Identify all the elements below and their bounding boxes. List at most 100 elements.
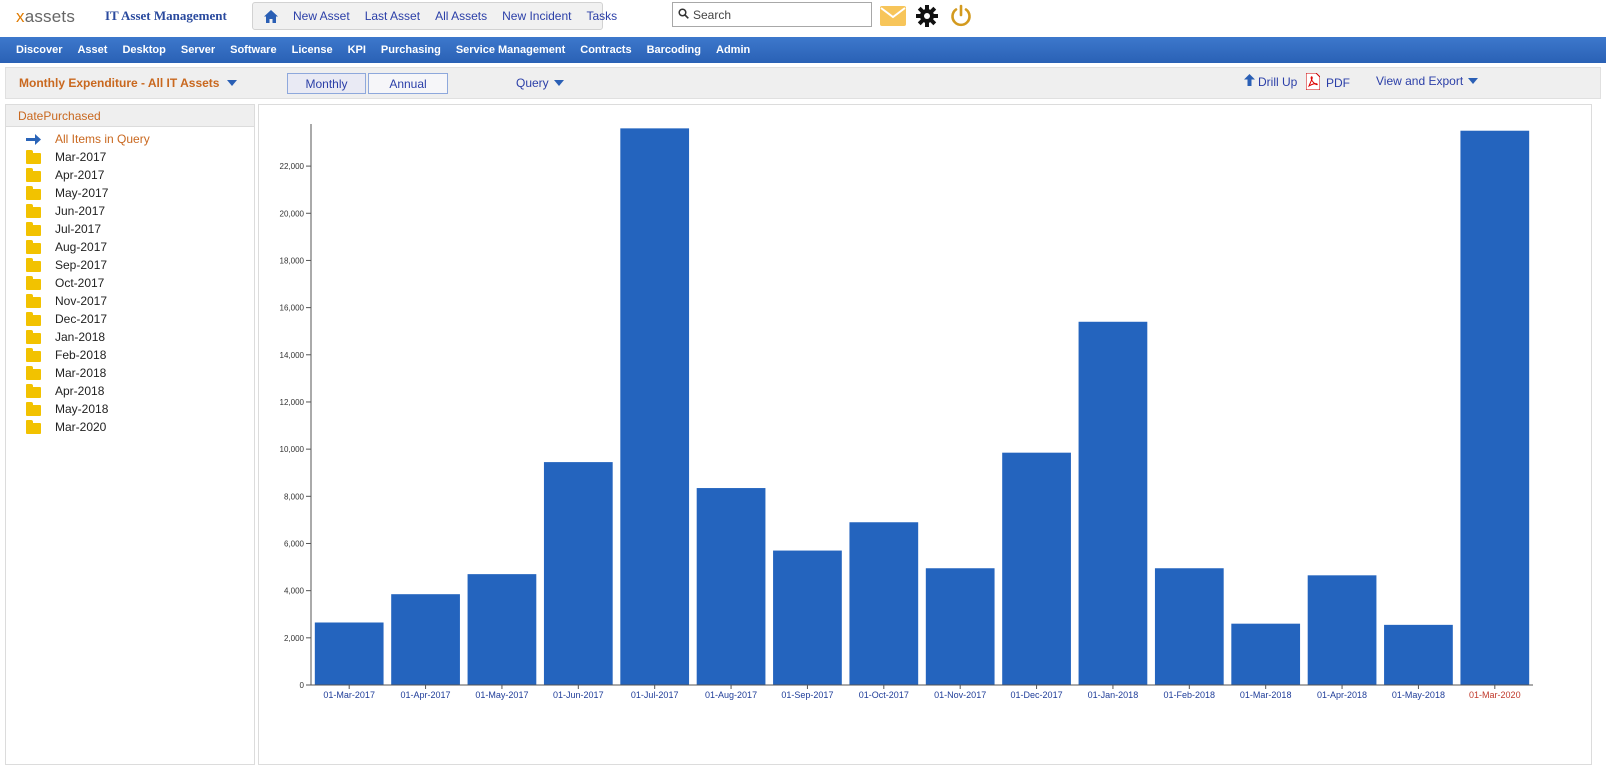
pdf-icon xyxy=(1305,72,1321,93)
mail-icon[interactable] xyxy=(880,3,906,29)
bar[interactable] xyxy=(1460,130,1530,686)
tree-item[interactable]: Sep-2017 xyxy=(6,256,254,274)
tree-item[interactable]: Apr-2018 xyxy=(6,382,254,400)
nav-server[interactable]: Server xyxy=(180,44,216,56)
x-tick-label[interactable]: 01-Nov-2017 xyxy=(934,690,986,700)
tree-item[interactable]: Mar-2017 xyxy=(6,148,254,166)
nav-service-management[interactable]: Service Management xyxy=(455,44,566,56)
search-box[interactable] xyxy=(672,2,872,27)
bar[interactable] xyxy=(314,622,384,685)
tree-item-label: Apr-2018 xyxy=(55,384,105,398)
x-tick-label[interactable]: 01-Mar-2018 xyxy=(1240,690,1292,700)
bar[interactable] xyxy=(1078,321,1148,685)
nav-asset[interactable]: Asset xyxy=(77,44,108,56)
y-tick-label: 22,000 xyxy=(280,162,305,171)
bar[interactable] xyxy=(620,128,690,685)
tree-item[interactable]: Nov-2017 xyxy=(6,292,254,310)
arrow-right-icon xyxy=(23,132,43,146)
x-tick-label[interactable]: 01-Feb-2018 xyxy=(1164,690,1216,700)
annual-toggle[interactable]: Annual xyxy=(368,73,448,94)
tree-item[interactable]: Apr-2017 xyxy=(6,166,254,184)
xassets-logo[interactable]: xassets xyxy=(16,7,75,27)
bar[interactable] xyxy=(1154,568,1224,685)
bar[interactable] xyxy=(1307,575,1377,685)
x-tick-label[interactable]: 01-Oct-2017 xyxy=(859,690,909,700)
nav-contracts[interactable]: Contracts xyxy=(580,44,632,56)
tree-item[interactable]: Jun-2017 xyxy=(6,202,254,220)
x-tick-label[interactable]: 01-May-2017 xyxy=(475,690,528,700)
nav-discover[interactable]: Discover xyxy=(16,44,63,56)
nav-license[interactable]: License xyxy=(291,44,333,56)
date-tree: All Items in Query Mar-2017 Apr-2017 May… xyxy=(6,130,254,436)
bar[interactable] xyxy=(391,594,460,685)
tree-item[interactable]: Dec-2017 xyxy=(6,310,254,328)
tree-item[interactable]: Jul-2017 xyxy=(6,220,254,238)
x-tick-label[interactable]: 01-Mar-2020 xyxy=(1469,690,1521,700)
x-tick-label[interactable]: 01-Jan-2018 xyxy=(1088,690,1139,700)
x-tick-label[interactable]: 01-Sep-2017 xyxy=(781,690,833,700)
home-icon[interactable] xyxy=(263,8,279,24)
query-dropdown[interactable]: Query xyxy=(516,76,564,90)
folder-icon xyxy=(23,311,43,326)
bar[interactable] xyxy=(1002,452,1071,685)
tree-item-label: Aug-2017 xyxy=(55,240,108,254)
nav-kpi[interactable]: KPI xyxy=(347,44,366,56)
y-tick-label: 0 xyxy=(300,681,305,690)
monthly-toggle[interactable]: Monthly xyxy=(287,73,366,94)
new-asset-link[interactable]: New Asset xyxy=(293,9,350,23)
nav-desktop[interactable]: Desktop xyxy=(122,44,166,56)
chevron-down-icon xyxy=(553,80,564,86)
nav-purchasing[interactable]: Purchasing xyxy=(380,44,441,56)
drill-up-button[interactable]: Drill Up xyxy=(1244,74,1297,89)
bar[interactable] xyxy=(543,462,613,685)
report-toolbar: Monthly Expenditure - All IT Assets Mont… xyxy=(5,67,1601,99)
x-tick-label[interactable]: 01-Jun-2017 xyxy=(553,690,604,700)
tree-item[interactable]: Feb-2018 xyxy=(6,346,254,364)
bar[interactable] xyxy=(925,568,995,685)
all-assets-link[interactable]: All Assets xyxy=(435,9,488,23)
tree-item[interactable]: May-2018 xyxy=(6,400,254,418)
tree-item[interactable]: May-2017 xyxy=(6,184,254,202)
bar[interactable] xyxy=(773,550,842,685)
folder-icon xyxy=(23,149,43,164)
tree-item[interactable]: Aug-2017 xyxy=(6,238,254,256)
bar[interactable] xyxy=(1384,624,1453,685)
new-incident-link[interactable]: New Incident xyxy=(502,9,572,23)
search-input[interactable] xyxy=(693,7,863,22)
tree-item-all[interactable]: All Items in Query xyxy=(6,130,254,148)
x-tick-label[interactable]: 01-Jul-2017 xyxy=(631,690,679,700)
search-icon xyxy=(678,7,689,22)
tree-item-label: Jun-2017 xyxy=(55,204,106,218)
app-title[interactable]: IT Asset Management xyxy=(105,8,227,23)
query-label: Query xyxy=(516,76,549,90)
tree-item[interactable]: Jan-2018 xyxy=(6,328,254,346)
tree-item-label: Jul-2017 xyxy=(55,222,102,236)
view-export-dropdown[interactable]: View and Export xyxy=(1376,74,1479,88)
x-tick-label[interactable]: 01-Dec-2017 xyxy=(1011,690,1063,700)
x-tick-label[interactable]: 01-Aug-2017 xyxy=(705,690,757,700)
tree-item[interactable]: Mar-2020 xyxy=(6,418,254,436)
pdf-button[interactable]: PDF xyxy=(1305,72,1350,93)
gear-icon[interactable] xyxy=(914,3,940,29)
report-title-dropdown[interactable]: Monthly Expenditure - All IT Assets xyxy=(19,76,238,90)
last-asset-link[interactable]: Last Asset xyxy=(364,9,421,23)
nav-admin[interactable]: Admin xyxy=(716,44,751,56)
x-tick-label[interactable]: 01-May-2018 xyxy=(1392,690,1445,700)
folder-icon xyxy=(23,221,43,236)
logo-prefix: x xyxy=(16,7,25,26)
y-tick-label: 4,000 xyxy=(284,587,305,596)
bar[interactable] xyxy=(467,574,537,685)
bar[interactable] xyxy=(1231,623,1301,685)
tasks-link[interactable]: Tasks xyxy=(586,9,618,23)
nav-software[interactable]: Software xyxy=(230,44,277,56)
tree-item[interactable]: Mar-2018 xyxy=(6,364,254,382)
x-tick-label[interactable]: 01-Apr-2018 xyxy=(1317,690,1367,700)
tree-item[interactable]: Oct-2017 xyxy=(6,274,254,292)
x-tick-label[interactable]: 01-Apr-2017 xyxy=(401,690,451,700)
bar[interactable] xyxy=(696,488,766,685)
x-tick-label[interactable]: 01-Mar-2017 xyxy=(323,690,375,700)
nav-barcoding[interactable]: Barcoding xyxy=(646,44,701,56)
bar[interactable] xyxy=(849,522,919,685)
chart-panel: 0 2,000 4,000 6,000 8,000 10,000 12,000 14,000 1… xyxy=(258,104,1592,765)
power-icon[interactable] xyxy=(948,3,974,29)
